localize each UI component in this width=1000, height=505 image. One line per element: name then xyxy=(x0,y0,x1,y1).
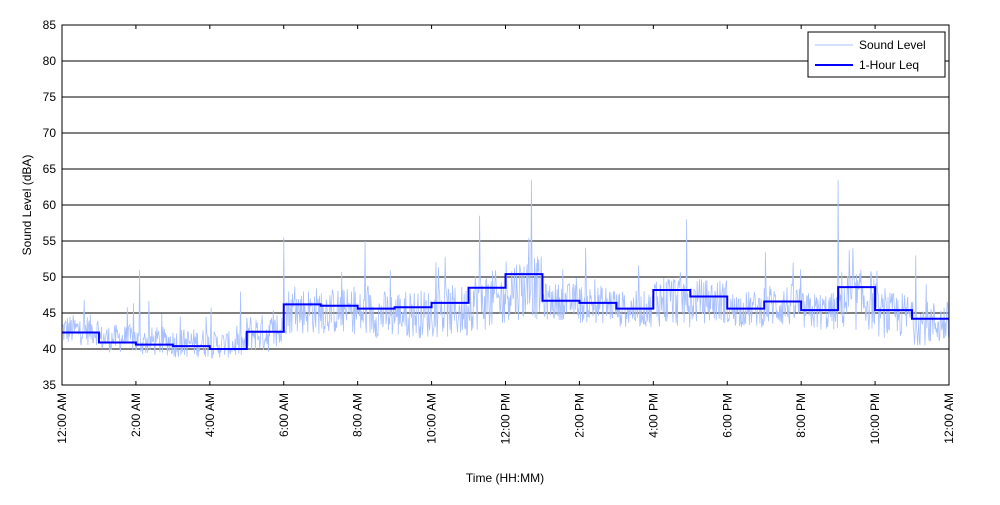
x-axis-ticks: 12:00 AM 2:00 AM 4:00 AM 6:00 AM 8:00 AM 10:0… xyxy=(55,25,956,444)
x-tick-label: 2:00 PM xyxy=(572,393,586,438)
x-tick-label: 6:00 PM xyxy=(720,393,734,438)
legend-box xyxy=(807,31,946,78)
y-tick-label: 35 xyxy=(43,378,57,392)
series-1-hour-leq-line xyxy=(62,273,949,350)
y-tick-label: 55 xyxy=(43,234,57,248)
legend: Sound Level 1-Hour Leq xyxy=(807,31,946,78)
y-tick-label: 40 xyxy=(43,342,57,356)
y-tick-label: 45 xyxy=(43,306,57,320)
y-tick-label: 65 xyxy=(43,162,57,176)
plot-frame xyxy=(61,24,950,386)
y-axis-label: Sound Level (dBA) xyxy=(20,155,34,256)
y-tick-label: 60 xyxy=(43,198,57,212)
y-tick-label: 80 xyxy=(43,54,57,68)
x-tick-label: 8:00 PM xyxy=(794,393,808,438)
y-tick-label: 75 xyxy=(43,90,57,104)
x-tick-label: 12:00 AM xyxy=(55,393,69,444)
x-axis-label: Time (HH:MM) xyxy=(466,471,544,485)
legend-label-sound-level: Sound Level xyxy=(859,38,926,52)
series-group xyxy=(61,179,950,359)
x-tick-label: 10:00 AM xyxy=(425,393,439,444)
x-tick-label: 4:00 PM xyxy=(646,393,660,438)
x-tick-label: 12:00 AM xyxy=(942,393,956,444)
legend-label-leq: 1-Hour Leq xyxy=(859,58,919,72)
y-tick-label: 70 xyxy=(43,126,57,140)
x-tick-label: 4:00 AM xyxy=(203,393,217,437)
y-tick-label: 85 xyxy=(43,18,57,32)
y-tick-label: 50 xyxy=(43,270,57,284)
x-tick-label: 8:00 AM xyxy=(351,393,365,437)
x-tick-label: 6:00 AM xyxy=(277,393,291,437)
x-tick-label: 10:00 PM xyxy=(868,393,882,444)
x-tick-label: 2:00 AM xyxy=(129,393,143,437)
x-tick-label: 12:00 PM xyxy=(499,393,513,444)
